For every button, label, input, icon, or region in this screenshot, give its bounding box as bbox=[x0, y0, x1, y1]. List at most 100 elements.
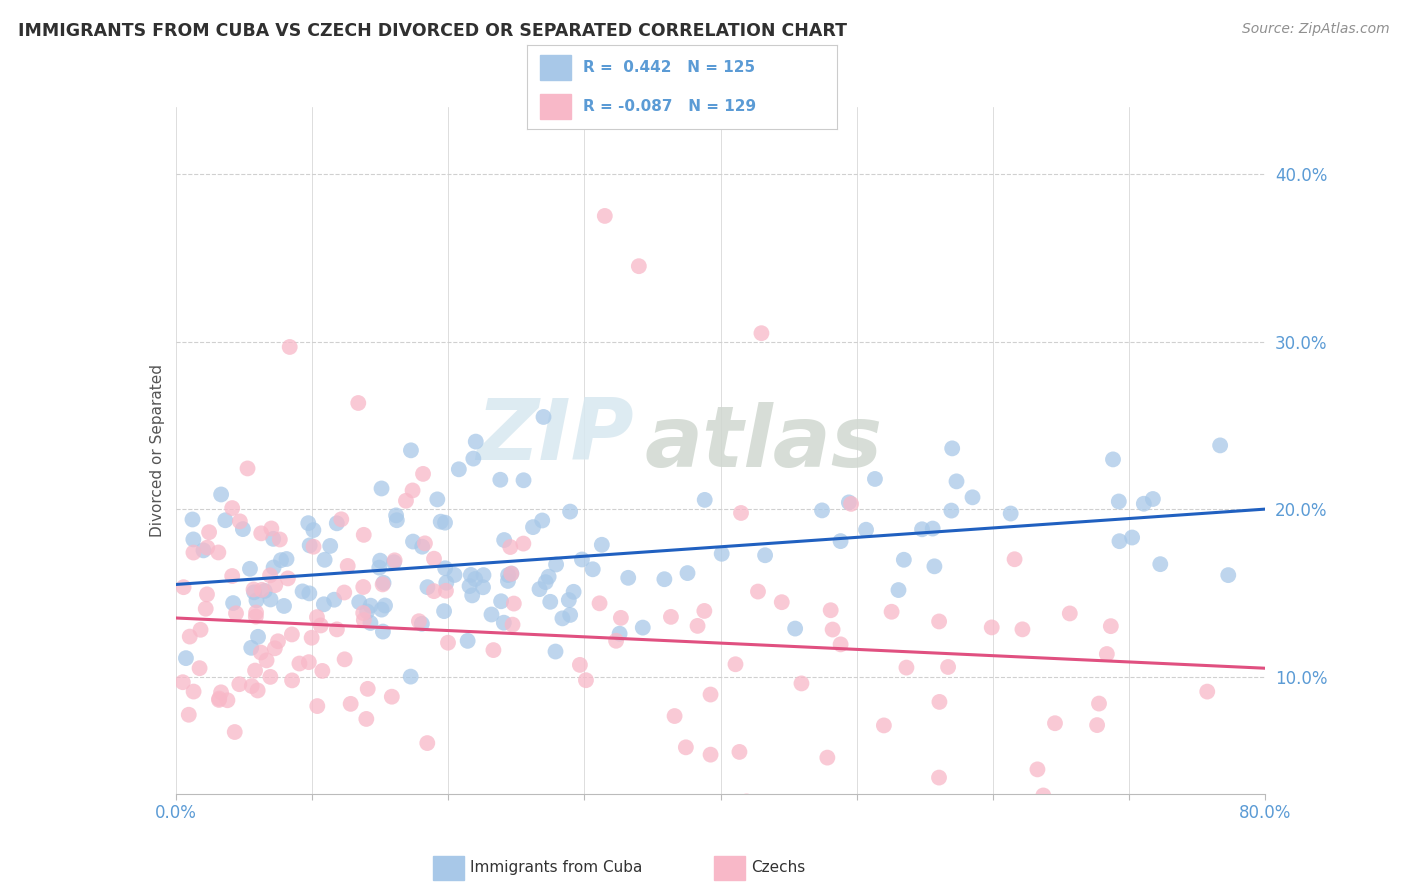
Text: R = -0.087   N = 129: R = -0.087 N = 129 bbox=[583, 99, 756, 114]
Point bbox=[352, 580, 374, 594]
Point bbox=[575, 673, 598, 688]
Point bbox=[496, 574, 519, 588]
Point bbox=[302, 523, 325, 537]
Point bbox=[544, 644, 567, 658]
Point bbox=[259, 568, 281, 582]
Point bbox=[270, 553, 292, 567]
Point bbox=[183, 545, 205, 559]
Point bbox=[785, 622, 807, 636]
Point bbox=[529, 582, 551, 596]
Point bbox=[357, 681, 380, 696]
Bar bbox=[540, 94, 571, 120]
Point bbox=[301, 631, 323, 645]
Point bbox=[1121, 531, 1143, 545]
Point bbox=[239, 562, 262, 576]
Point bbox=[253, 583, 276, 598]
Point bbox=[582, 562, 605, 576]
Point bbox=[411, 616, 433, 631]
Point bbox=[263, 641, 285, 656]
Point bbox=[928, 615, 950, 629]
Point bbox=[489, 473, 512, 487]
Point bbox=[855, 523, 877, 537]
Text: Source: ZipAtlas.com: Source: ZipAtlas.com bbox=[1241, 22, 1389, 37]
Point bbox=[686, 619, 709, 633]
Point bbox=[195, 541, 218, 555]
Point bbox=[276, 552, 298, 566]
Point bbox=[654, 572, 676, 586]
Point bbox=[437, 636, 460, 650]
Point bbox=[336, 558, 359, 573]
Point bbox=[873, 718, 896, 732]
Point bbox=[533, 409, 555, 424]
Point bbox=[356, 605, 378, 619]
Point bbox=[434, 561, 457, 575]
Point bbox=[492, 615, 515, 630]
Point bbox=[811, 503, 834, 517]
Point bbox=[472, 568, 495, 582]
Point bbox=[319, 539, 342, 553]
Point bbox=[302, 540, 325, 554]
Point bbox=[314, 553, 336, 567]
Point bbox=[262, 532, 284, 546]
Point bbox=[278, 340, 301, 354]
Point bbox=[347, 595, 370, 609]
Point bbox=[385, 513, 408, 527]
Point bbox=[311, 664, 333, 678]
Point bbox=[560, 607, 582, 622]
Point bbox=[501, 566, 523, 581]
Point bbox=[1004, 552, 1026, 566]
Point bbox=[730, 506, 752, 520]
Point bbox=[747, 584, 769, 599]
Point bbox=[821, 623, 844, 637]
Point bbox=[232, 522, 254, 536]
Point bbox=[370, 482, 392, 496]
Point bbox=[382, 555, 405, 569]
Text: ZIP: ZIP bbox=[475, 395, 633, 478]
Point bbox=[609, 626, 631, 640]
Point bbox=[370, 602, 392, 616]
Point bbox=[207, 545, 229, 559]
Point bbox=[911, 522, 934, 536]
Point bbox=[838, 495, 860, 509]
Point bbox=[188, 661, 211, 675]
Point bbox=[568, 657, 591, 672]
Point bbox=[273, 599, 295, 613]
Point bbox=[1032, 789, 1054, 803]
Point bbox=[246, 683, 269, 698]
Point bbox=[457, 633, 479, 648]
Point bbox=[423, 584, 446, 599]
Point bbox=[305, 610, 328, 624]
Point bbox=[571, 552, 593, 566]
Point bbox=[430, 796, 453, 810]
Point bbox=[359, 615, 381, 630]
Point bbox=[461, 588, 484, 602]
Point bbox=[941, 442, 963, 456]
Point bbox=[605, 633, 627, 648]
Point bbox=[980, 620, 1002, 634]
Point bbox=[610, 611, 633, 625]
Point bbox=[307, 699, 329, 714]
Point bbox=[924, 559, 946, 574]
Point bbox=[177, 707, 200, 722]
Point bbox=[297, 516, 319, 531]
Point bbox=[863, 472, 886, 486]
Point bbox=[194, 601, 217, 615]
Point bbox=[229, 514, 252, 528]
Point bbox=[183, 684, 205, 698]
Point bbox=[333, 585, 356, 599]
Point bbox=[945, 475, 967, 489]
Point bbox=[224, 725, 246, 739]
Point bbox=[499, 540, 522, 554]
Point bbox=[588, 596, 610, 610]
Point bbox=[501, 566, 523, 581]
Point bbox=[537, 570, 560, 584]
Point bbox=[347, 396, 370, 410]
Point bbox=[416, 736, 439, 750]
Point bbox=[1142, 491, 1164, 506]
Point bbox=[243, 664, 266, 678]
Point bbox=[839, 497, 862, 511]
Point bbox=[751, 326, 773, 341]
Point bbox=[1043, 716, 1066, 731]
Point bbox=[267, 634, 290, 648]
Point bbox=[593, 209, 616, 223]
